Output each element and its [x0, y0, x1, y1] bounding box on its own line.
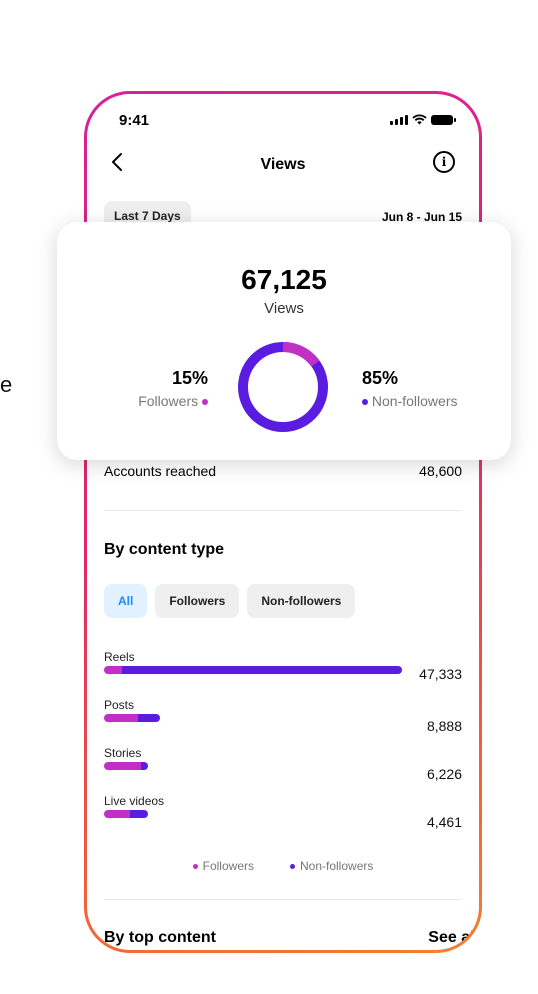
- followers-summary: 15% Followers: [138, 368, 208, 409]
- content-type-bar-row: Live videos 4,461: [104, 794, 462, 834]
- bar-track: [104, 810, 148, 818]
- bar-value: 47,333: [419, 666, 462, 682]
- bar-track: [104, 762, 148, 770]
- bar-track: [104, 666, 402, 674]
- filter-all-chip[interactable]: All: [104, 584, 148, 618]
- bar-value: 8,888: [426, 718, 462, 734]
- bar-value: 6,226: [426, 766, 462, 782]
- followers-dot-icon: [202, 399, 208, 406]
- bar-nonfollowers-segment: [137, 714, 160, 722]
- divider: [104, 899, 462, 900]
- legend-nonfollowers-label: Non-followers: [300, 859, 374, 873]
- date-range-text: Jun 8 - Jun 15: [381, 210, 462, 224]
- accounts-reached-label: Accounts reached: [104, 463, 217, 479]
- bar-label: Live videos: [104, 794, 165, 808]
- status-bar: 9:41: [87, 112, 479, 132]
- nonfollowers-percent: 85%: [362, 368, 399, 388]
- accounts-reached-value: 48,600: [419, 463, 462, 479]
- nav-bar: Views i: [87, 150, 479, 180]
- bar-followers-segment: [104, 810, 130, 818]
- bar-value: 4,461: [426, 814, 462, 830]
- content-filter-chips: All Followers Non-followers: [104, 584, 356, 618]
- legend-followers-label: Followers: [202, 859, 254, 873]
- page-title: Views: [260, 156, 306, 173]
- followers-dot-icon: [192, 864, 198, 870]
- content-type-bar-row: Stories 6,226: [104, 746, 462, 786]
- edge-text: e: [0, 372, 13, 397]
- nonfollowers-dot-icon: [290, 864, 295, 870]
- back-button[interactable]: [111, 152, 123, 177]
- bar-track: [104, 714, 160, 722]
- status-icons: [390, 114, 456, 125]
- followers-legend: Followers: [138, 393, 208, 409]
- battery-icon: [431, 114, 456, 125]
- bar-nonfollowers-segment: [121, 666, 402, 674]
- accounts-reached-row: Accounts reached 48,600: [104, 463, 462, 479]
- divider: [104, 510, 462, 511]
- filter-followers-chip[interactable]: Followers: [155, 584, 240, 618]
- nonfollowers-dot-icon: [362, 399, 368, 406]
- followers-label: Followers: [138, 393, 199, 409]
- chevron-left-icon: [112, 153, 122, 171]
- views-total: 67,125: [241, 264, 327, 295]
- wifi-icon: [412, 114, 427, 125]
- views-donut-chart: [238, 342, 328, 432]
- content-type-bar-row: Reels 47,333: [104, 650, 462, 690]
- top-content-row: By top content See all: [104, 929, 479, 947]
- legend-nonfollowers: Non-followers: [290, 859, 373, 873]
- see-all-link[interactable]: See all: [428, 929, 479, 946]
- bar-label: Posts: [104, 698, 135, 712]
- bars-legend: Followers Non-followers: [87, 859, 479, 873]
- nonfollowers-summary: 85% Non-followers: [362, 368, 457, 409]
- phone-frame: 9:41 Views i L: [84, 91, 482, 953]
- status-time: 9:41: [119, 112, 150, 129]
- bar-followers-segment: [104, 666, 122, 674]
- views-summary-card: 67,125 Views 15% Followers 85% Non-follo…: [57, 222, 511, 460]
- legend-followers: Followers: [192, 859, 254, 873]
- content-type-bar-row: Posts 8,888: [104, 698, 462, 738]
- filter-nonfollowers-chip[interactable]: Non-followers: [247, 584, 356, 618]
- info-icon[interactable]: i: [433, 151, 455, 173]
- bar-followers-segment: [104, 714, 138, 722]
- top-content-title: By top content: [104, 929, 216, 946]
- nonfollowers-label: Non-followers: [371, 393, 458, 409]
- nonfollowers-legend: Non-followers: [362, 393, 457, 409]
- followers-percent: 15%: [171, 368, 208, 388]
- donut-followers-segment: [238, 342, 328, 432]
- signal-icon: [390, 114, 408, 125]
- bar-label: Stories: [104, 746, 142, 760]
- bar-nonfollowers-segment: [129, 810, 148, 818]
- bar-nonfollowers-segment: [141, 762, 148, 770]
- bar-label: Reels: [104, 650, 135, 664]
- bar-followers-segment: [104, 762, 142, 770]
- content-type-title: By content type: [104, 541, 225, 558]
- views-total-label: Views: [264, 300, 304, 317]
